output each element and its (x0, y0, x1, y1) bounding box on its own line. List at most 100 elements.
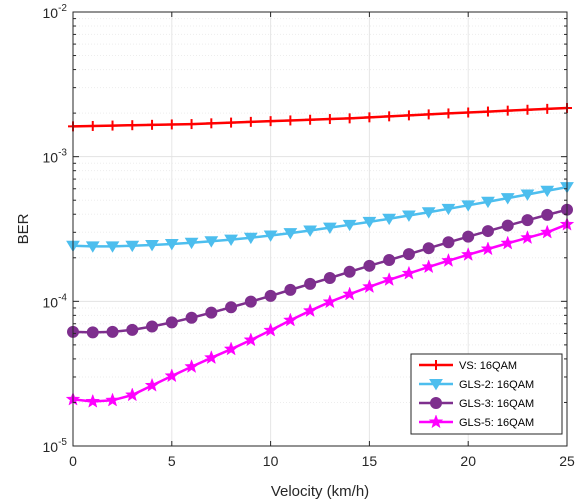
data-point (421, 207, 436, 219)
data-point (402, 210, 416, 222)
data-point (144, 377, 160, 392)
data-point (500, 193, 515, 205)
series-4 (65, 216, 575, 408)
x-tick-label: 25 (559, 453, 575, 469)
data-point (126, 323, 139, 336)
data-point (264, 289, 277, 302)
plot-frame (72, 11, 568, 447)
data-point (520, 230, 535, 245)
data-point (520, 189, 535, 201)
data-point (324, 114, 335, 125)
data-point (203, 350, 219, 365)
y-tick-label: 10-4 (43, 292, 68, 310)
data-point (481, 225, 494, 238)
data-point (265, 116, 276, 127)
data-point (243, 332, 259, 347)
legend-label: VS: 16QAM (459, 360, 517, 372)
data-point (206, 118, 217, 129)
legend-marker (429, 379, 443, 391)
data-point (184, 359, 199, 374)
data-point (85, 241, 100, 253)
data-point (540, 185, 555, 198)
x-tick-label: 20 (460, 453, 476, 469)
data-point (304, 277, 317, 290)
data-point (164, 239, 179, 251)
data-point (105, 241, 120, 253)
data-point (283, 312, 298, 327)
data-point (243, 232, 258, 245)
data-point (263, 322, 278, 337)
series-3 (67, 203, 573, 339)
axis-ticks: 0 5 10 15 20 25 10-2 10-3 10-4 10-5 (43, 3, 575, 469)
data-point (245, 116, 256, 127)
legend-label: GLS-2: 16QAM (459, 379, 534, 391)
data-point (107, 120, 118, 131)
data-point (185, 311, 198, 324)
data-point (225, 301, 238, 314)
data-point (542, 103, 553, 114)
data-point (205, 306, 218, 319)
legend-marker (428, 414, 444, 429)
data-point (322, 222, 337, 235)
data-point (362, 279, 377, 294)
data-point (344, 113, 355, 124)
x-tick-label: 15 (362, 453, 378, 469)
x-tick-label: 5 (168, 453, 176, 469)
data-point (127, 120, 138, 131)
data-point (403, 110, 414, 121)
data-point (323, 271, 336, 284)
data-point (383, 254, 396, 267)
data-point (283, 228, 298, 240)
data-point (401, 265, 417, 280)
data-point (381, 272, 397, 286)
data-point (223, 341, 239, 356)
data-point (343, 265, 356, 278)
data-point (166, 119, 177, 130)
data-point (481, 196, 495, 209)
data-point (502, 105, 513, 116)
data-point (305, 114, 316, 125)
y-tick-label: 10-5 (43, 437, 68, 455)
data-point (342, 286, 357, 301)
data-point (263, 230, 278, 242)
data-point (461, 200, 476, 212)
data-point (204, 236, 219, 248)
data-point (106, 325, 119, 338)
data-point (285, 115, 296, 126)
data-point (303, 225, 318, 237)
legend-label: GLS-3: 16QAM (459, 398, 534, 410)
series-2 (66, 182, 574, 253)
legend-marker (431, 360, 441, 370)
series-group (65, 102, 575, 408)
data-point (463, 107, 474, 118)
data-point (87, 120, 98, 131)
data-point (226, 117, 237, 128)
x-axis-label: Velocity (km/h) (271, 483, 369, 500)
data-point (184, 237, 199, 250)
data-point (500, 235, 516, 250)
y-tick-label: 10-2 (43, 3, 68, 21)
legend-entry: VS: 16QAM (419, 360, 517, 372)
data-point (322, 294, 338, 309)
data-point (443, 108, 454, 119)
legend-entry: GLS-5: 16QAM (419, 414, 534, 429)
data-point (85, 393, 101, 408)
data-point (539, 224, 555, 239)
data-point (105, 392, 120, 407)
data-point (402, 248, 415, 261)
data-point (382, 213, 397, 226)
data-point (125, 240, 140, 253)
data-point (86, 326, 99, 339)
data-point (521, 214, 534, 227)
data-point (244, 295, 257, 308)
data-point (482, 106, 493, 117)
data-point (541, 208, 554, 221)
data-point (362, 216, 377, 229)
y-axis-label: BER (15, 213, 32, 244)
data-point (522, 104, 533, 115)
x-tick-label: 10 (263, 453, 279, 469)
y-tick-label: 10-3 (43, 148, 68, 166)
legend: VS: 16QAM GLS-2: 16QAM GLS-3: 16QAM GLS-5: … (410, 353, 563, 435)
legend-label: GLS-5: 16QAM (459, 417, 534, 429)
